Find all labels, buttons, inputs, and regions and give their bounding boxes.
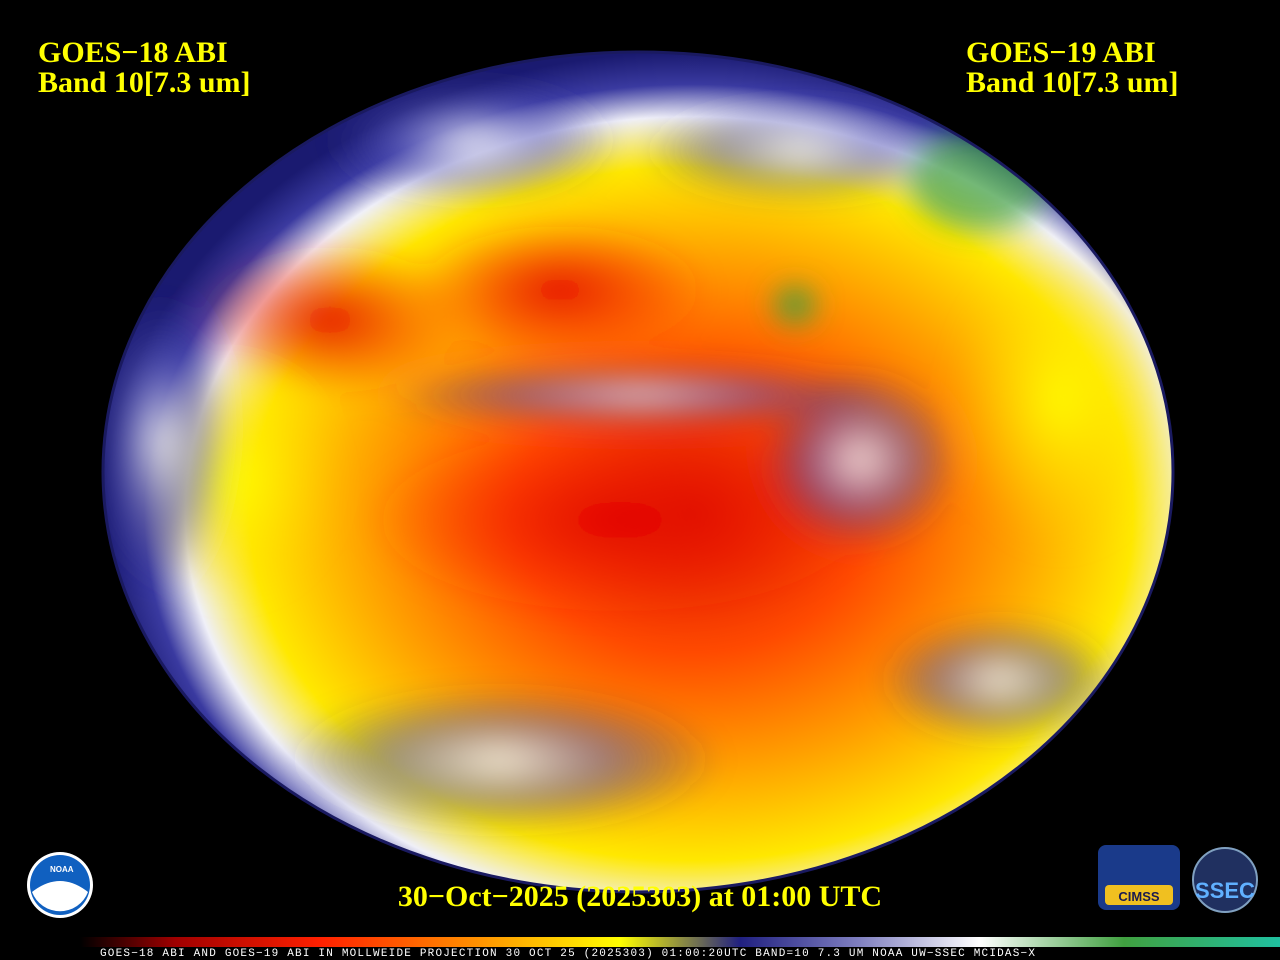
left-satellite: GOES−18 ABI: [38, 36, 228, 69]
right-band: Band 10[7.3 um]: [966, 66, 1179, 99]
timestamp: 30−Oct−2025 (2025303) at 01:00 UTC: [398, 880, 882, 913]
colorbar: [80, 937, 1280, 947]
ssec-label: SSEC: [1195, 878, 1255, 903]
noaa-logo: NOAA: [27, 852, 93, 918]
weather-features: [103, 80, 1170, 830]
cimss-label: CIMSS: [1118, 889, 1160, 904]
cimss-logo: CIMSS: [1098, 845, 1180, 910]
colorbar-caption: GOES−18 ABI AND GOES−19 ABI IN MOLLWEIDE…: [100, 948, 1036, 960]
earth-limb: [101, 50, 1175, 894]
ssec-logo: SSEC: [1192, 847, 1258, 913]
right-satellite: GOES−19 ABI: [966, 36, 1156, 69]
left-band: Band 10[7.3 um]: [38, 66, 251, 99]
noaa-label: NOAA: [50, 865, 74, 874]
